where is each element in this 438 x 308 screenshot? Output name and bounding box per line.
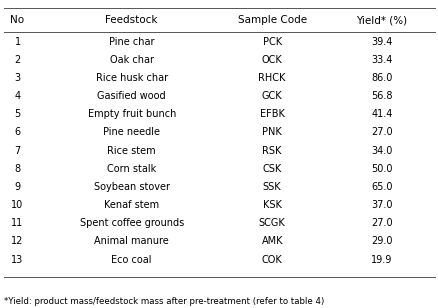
Text: 27.0: 27.0 bbox=[370, 128, 392, 137]
Text: 39.4: 39.4 bbox=[371, 37, 392, 47]
Text: GCK: GCK bbox=[261, 91, 282, 101]
Text: 37.0: 37.0 bbox=[371, 200, 392, 210]
Text: Gasified wood: Gasified wood bbox=[97, 91, 166, 101]
Text: CSK: CSK bbox=[262, 164, 281, 174]
Text: No: No bbox=[11, 15, 25, 25]
Text: Kenaf stem: Kenaf stem bbox=[104, 200, 159, 210]
Text: 7: 7 bbox=[14, 146, 21, 156]
Text: Soybean stover: Soybean stover bbox=[93, 182, 170, 192]
Text: 86.0: 86.0 bbox=[371, 73, 392, 83]
Text: 1: 1 bbox=[14, 37, 21, 47]
Text: 33.4: 33.4 bbox=[371, 55, 392, 65]
Text: 29.0: 29.0 bbox=[371, 237, 392, 246]
Text: Feedstock: Feedstock bbox=[105, 15, 158, 25]
Text: 11: 11 bbox=[11, 218, 24, 228]
Text: 4: 4 bbox=[14, 91, 21, 101]
Text: 65.0: 65.0 bbox=[371, 182, 392, 192]
Text: PCK: PCK bbox=[262, 37, 281, 47]
Text: 41.4: 41.4 bbox=[371, 109, 392, 119]
Text: 5: 5 bbox=[14, 109, 21, 119]
Text: 56.8: 56.8 bbox=[371, 91, 392, 101]
Text: 19.9: 19.9 bbox=[371, 255, 392, 265]
Text: OCK: OCK bbox=[261, 55, 282, 65]
Text: 2: 2 bbox=[14, 55, 21, 65]
Text: Eco coal: Eco coal bbox=[111, 255, 152, 265]
Text: Spent coffee grounds: Spent coffee grounds bbox=[79, 218, 184, 228]
Text: KSK: KSK bbox=[262, 200, 281, 210]
Text: 34.0: 34.0 bbox=[371, 146, 392, 156]
Text: Sample Code: Sample Code bbox=[237, 15, 306, 25]
Text: Corn stalk: Corn stalk bbox=[107, 164, 156, 174]
Text: AMK: AMK bbox=[261, 237, 282, 246]
Text: Oak char: Oak char bbox=[110, 55, 153, 65]
Text: 9: 9 bbox=[14, 182, 21, 192]
Text: 10: 10 bbox=[11, 200, 24, 210]
Text: Pine needle: Pine needle bbox=[103, 128, 160, 137]
Text: 8: 8 bbox=[14, 164, 21, 174]
Text: Rice stem: Rice stem bbox=[107, 146, 155, 156]
Text: Empty fruit bunch: Empty fruit bunch bbox=[87, 109, 176, 119]
Text: 12: 12 bbox=[11, 237, 24, 246]
Text: Pine char: Pine char bbox=[109, 37, 154, 47]
Text: EFBK: EFBK bbox=[259, 109, 284, 119]
Text: 27.0: 27.0 bbox=[370, 218, 392, 228]
Text: 50.0: 50.0 bbox=[371, 164, 392, 174]
Text: 13: 13 bbox=[11, 255, 24, 265]
Text: RSK: RSK bbox=[262, 146, 281, 156]
Text: Rice husk char: Rice husk char bbox=[95, 73, 167, 83]
Text: 6: 6 bbox=[14, 128, 21, 137]
Text: COK: COK bbox=[261, 255, 282, 265]
Text: Yield* (%): Yield* (%) bbox=[356, 15, 406, 25]
Text: SSK: SSK bbox=[262, 182, 281, 192]
Text: Animal manure: Animal manure bbox=[94, 237, 169, 246]
Text: 3: 3 bbox=[14, 73, 21, 83]
Text: SCGK: SCGK bbox=[258, 218, 285, 228]
Text: *Yield: product mass/feedstock mass after pre-treatment (refer to table 4): *Yield: product mass/feedstock mass afte… bbox=[4, 297, 324, 306]
Text: PNK: PNK bbox=[262, 128, 281, 137]
Text: RHCK: RHCK bbox=[258, 73, 285, 83]
